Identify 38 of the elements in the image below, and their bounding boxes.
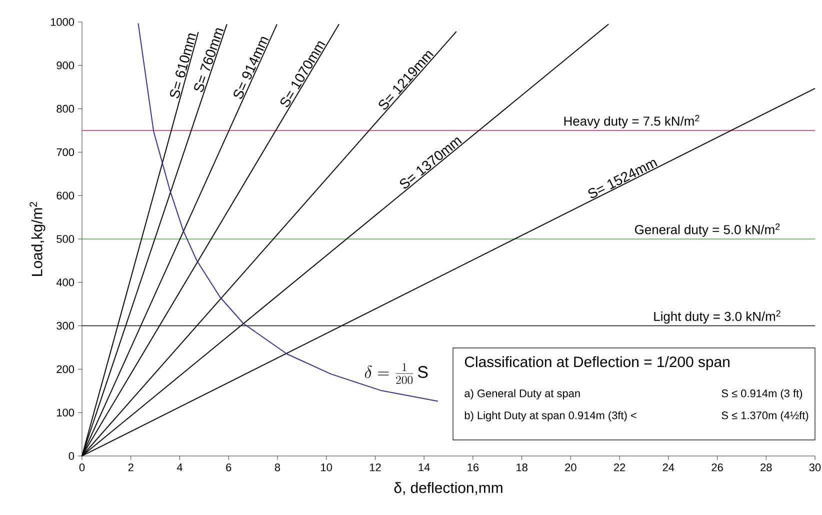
x-tick-label: 28 — [760, 464, 772, 472]
x-tick-label: 14 — [418, 464, 430, 472]
annotation: S ≤ 0.914m (3 ft) — [722, 389, 802, 400]
x-tick-label: 0 — [79, 464, 85, 472]
x-tick-label: 22 — [614, 464, 626, 472]
annotation: Heavy duty = 7.5 kN/m$^{2}$ — [564, 114, 700, 128]
annotation: Classification at Deflection = 1/200 span — [464, 356, 730, 370]
x-tick-label: 26 — [712, 464, 723, 472]
y-tick-label: 100 — [57, 408, 74, 416]
x-tick-label: 18 — [516, 464, 528, 472]
annotation: General duty = 5.0 kN/m$^{2}$ — [635, 223, 780, 237]
annotation: a) General Duty at span — [464, 389, 580, 400]
annotation: S ≤ 1.370m (4½ft) — [722, 411, 808, 422]
x-tick-label: 16 — [468, 464, 479, 472]
x-tick-label: 8 — [274, 464, 280, 472]
y-tick-label: 800 — [56, 104, 74, 113]
y-tick-label: 600 — [56, 192, 74, 200]
y-axis-title: Load,kg/m$^{2}$ — [30, 202, 46, 276]
x-tick-label: 2 — [128, 464, 134, 472]
annotation: b) Light Duty at span 0.914m (3ft) < — [464, 411, 636, 422]
y-tick-label: 300 — [56, 322, 74, 330]
x-tick-label: 4 — [176, 464, 182, 472]
x-tick-label: 30 — [809, 464, 821, 472]
annotation: Light duty = 3.0 kN/m$^{2}$ — [654, 310, 780, 324]
y-tick-label: 900 — [56, 62, 74, 70]
y-tick-label: 0 — [68, 452, 74, 460]
x-tick-label: 10 — [321, 464, 332, 472]
x-tick-label: 24 — [662, 464, 674, 472]
x-tick-label: 6 — [226, 464, 232, 472]
x-tick-label: 20 — [565, 464, 576, 472]
series-label: $\delta = \frac{1}{200}\,\mathrm{S}$ — [364, 363, 428, 384]
y-tick-label: 200 — [56, 365, 74, 374]
y-tick-label: 1000 — [50, 18, 74, 26]
y-tick-label: 400 — [56, 278, 74, 286]
y-tick-label: 700 — [56, 148, 74, 156]
x-tick-label: 12 — [370, 464, 381, 472]
y-tick-label: 500 — [56, 235, 74, 243]
x-axis-title: δ, deflection,mm — [394, 482, 502, 495]
